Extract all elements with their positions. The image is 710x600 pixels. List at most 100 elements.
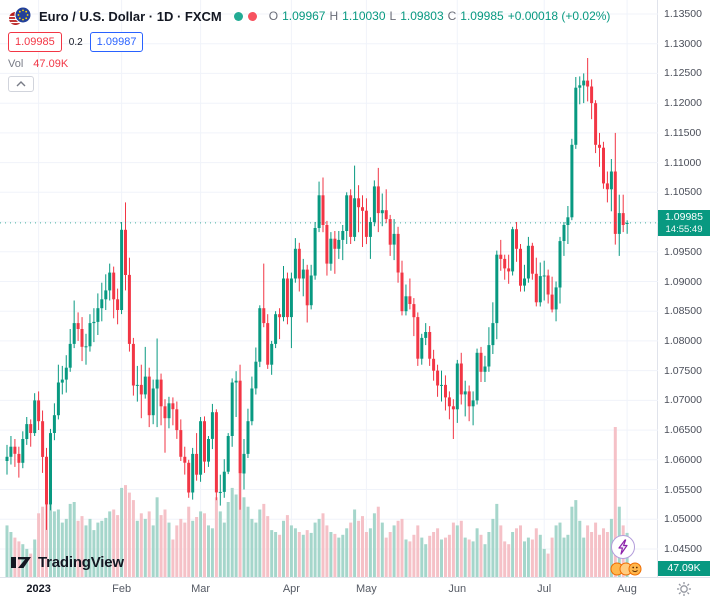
candle-down: [139, 364, 143, 419]
candle-up: [258, 305, 262, 368]
candle-down: [195, 433, 199, 481]
candle-up: [222, 459, 226, 498]
market-status-dot-icon[interactable]: [233, 11, 243, 21]
volume-bar: [562, 537, 566, 577]
symbol-title[interactable]: Euro / U.S. Dollar · 1D · FXCM: [39, 8, 222, 24]
quick-trade-button[interactable]: [611, 535, 635, 559]
axis-settings-corner[interactable]: [658, 578, 710, 600]
candle-down: [586, 58, 590, 102]
volume-bar: [530, 539, 534, 577]
volume-bar: [159, 515, 163, 577]
volume-bar: [372, 513, 376, 578]
candle-wick: [30, 419, 32, 447]
volume-bar: [566, 534, 570, 577]
candle-wick: [219, 474, 221, 506]
volume-bar: [337, 537, 341, 577]
legend-collapse-button[interactable]: [8, 76, 34, 92]
candle-up: [558, 236, 562, 304]
candle-up: [207, 436, 210, 467]
volume-label[interactable]: Vol: [8, 58, 24, 70]
eurusd-pair-icon: [9, 6, 32, 25]
candle-down: [357, 185, 361, 233]
volume-bar: [127, 492, 131, 577]
volume-bar: [499, 525, 503, 577]
price-axis[interactable]: 1.13500 1.13000 1.12500 1.12000 1.11500 1.110…: [658, 0, 710, 578]
candle-wick: [579, 76, 581, 105]
candle-body: [550, 294, 554, 310]
candle-down: [467, 385, 471, 422]
candle-up: [368, 217, 372, 259]
candle-up: [609, 159, 613, 212]
candle-wick: [587, 58, 589, 102]
bar-close-countdown: 14:55:49: [665, 223, 703, 235]
candle-body: [218, 491, 222, 493]
candle-body: [455, 363, 459, 410]
candle-up: [84, 333, 88, 365]
candle-up: [191, 447, 195, 500]
volume-bar: [317, 518, 321, 577]
volume-bar: [495, 503, 499, 577]
candle-body: [297, 248, 301, 279]
candle-down: [621, 194, 625, 233]
volume-bar: [246, 506, 250, 577]
candle-down: [550, 276, 554, 313]
volume-bar: [412, 534, 416, 577]
candle-down: [364, 198, 368, 245]
candle-up: [511, 226, 515, 276]
volume-bar: [254, 522, 258, 577]
volume-bar: [274, 532, 278, 577]
candle-down: [598, 132, 601, 167]
volume-bar: [92, 530, 96, 577]
volume-bar: [475, 528, 479, 578]
candle-body: [72, 323, 76, 344]
candle-body: [76, 323, 80, 329]
candle-down: [325, 220, 329, 276]
volume-bar: [515, 528, 518, 578]
candle-body: [582, 80, 586, 86]
volume-bar: [463, 537, 467, 577]
candle-body: [432, 358, 436, 371]
candle-body: [546, 275, 550, 295]
last-price-label[interactable]: 1.09985 14:55:49: [658, 209, 710, 236]
low-label: L: [389, 9, 397, 23]
candle-up: [313, 222, 317, 280]
candle-down: [444, 375, 447, 411]
floating-buttons: [595, 533, 643, 577]
candle-up: [250, 376, 254, 426]
candle-body: [361, 207, 364, 211]
volume-bar: [479, 534, 483, 577]
candle-wick: [385, 189, 387, 224]
candle-wick: [263, 263, 265, 328]
volume-bar: [163, 509, 167, 577]
volume-bar: [143, 518, 147, 577]
chart-plot-area[interactable]: Euro / U.S. Dollar · 1D · FXCM O 1.09967 …: [0, 0, 658, 578]
candle-body: [25, 424, 29, 439]
candle-up: [104, 274, 108, 310]
sell-price-button[interactable]: 1.09985: [8, 32, 62, 52]
candle-up: [5, 444, 9, 475]
volume-bar: [171, 539, 175, 577]
volume-bar: [613, 427, 617, 577]
candle-up: [380, 193, 384, 227]
candle-body: [372, 186, 376, 223]
time-axis[interactable]: 2023 Feb Mar Apr May Jun Jul Aug: [0, 578, 658, 600]
emoji-reactions-button[interactable]: [609, 557, 643, 579]
candle-wick: [583, 73, 585, 104]
candle-body: [305, 269, 309, 306]
volume-bar: [376, 506, 380, 577]
candle-body: [337, 239, 341, 249]
price-tick-label: 1.11500: [664, 126, 702, 139]
candle-body: [507, 268, 511, 272]
candle-body: [29, 424, 33, 433]
volume-bar: [147, 511, 151, 577]
candle-up: [33, 393, 37, 436]
candle-body: [17, 453, 21, 463]
alert-dot-icon[interactable]: [247, 11, 257, 21]
candle-up: [495, 250, 499, 340]
candle-body: [163, 406, 167, 419]
close-value: 1.09985: [460, 9, 504, 23]
candle-body: [542, 275, 546, 277]
volume-bar: [139, 513, 143, 578]
buy-price-button[interactable]: 1.09987: [89, 32, 144, 52]
tradingview-logo[interactable]: TradingView: [10, 554, 124, 571]
